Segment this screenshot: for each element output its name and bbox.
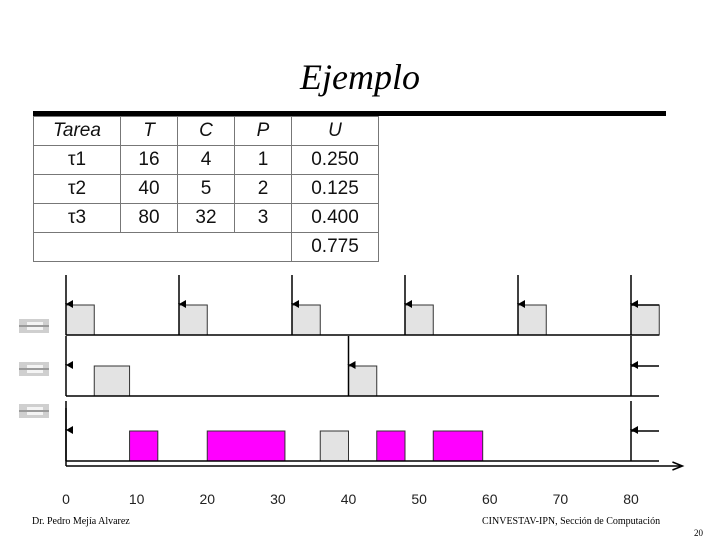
cell-utilization: 0.400 (291, 203, 379, 233)
execution-block (206, 430, 286, 462)
task-icon (19, 362, 49, 376)
tick-label: 70 (553, 491, 569, 507)
tick-label: 0 (62, 491, 70, 507)
task-icon (19, 404, 49, 418)
execution-block (178, 304, 208, 336)
header-p: P (234, 116, 292, 146)
execution-block (348, 365, 378, 397)
tick-label: 80 (623, 491, 639, 507)
tick-label: 60 (482, 491, 498, 507)
execution-block (630, 304, 660, 336)
execution-block (376, 430, 406, 462)
task-row-icons (19, 319, 49, 418)
cell-utilization: 0.250 (291, 145, 379, 175)
execution-block (129, 430, 159, 462)
execution-block (291, 304, 321, 336)
header-tarea: Tarea (33, 116, 121, 146)
tick-label: 40 (341, 491, 357, 507)
total-label-cell (33, 232, 292, 262)
table-total-row: 0.775 (33, 232, 379, 262)
tick-label: 10 (129, 491, 145, 507)
header-u: U (291, 116, 379, 146)
tick-label: 50 (411, 491, 427, 507)
footer-author: Dr. Pedro Mejía Alvarez (32, 516, 130, 527)
title-rule (33, 111, 666, 116)
time-axis-arrow (672, 461, 685, 471)
total-utilization: 0.775 (291, 232, 379, 262)
page-number: 20 (694, 528, 703, 538)
footer-institution: CINVESTAV-IPN, Sección de Computación (482, 516, 661, 527)
cell-priority: 3 (234, 203, 292, 233)
execution-block (65, 304, 95, 336)
tick-label: 20 (199, 491, 215, 507)
table-header-row: Tarea T C P U (33, 116, 379, 146)
slide-title: Ejemplo (300, 57, 420, 97)
cell-utilization: 0.125 (291, 174, 379, 204)
execution-block (432, 430, 484, 462)
execution-block (319, 430, 349, 462)
tick-label: 30 (270, 491, 286, 507)
cell-period: 40 (120, 174, 178, 204)
execution-block (93, 365, 131, 397)
execution-block (517, 304, 547, 336)
cell-task: τ1 (33, 145, 121, 175)
task-table: Tarea T C P U τ1 16 4 1 0.250 τ2 40 5 2 … (33, 116, 379, 262)
cell-cost: 32 (177, 203, 235, 233)
execution-block (404, 304, 434, 336)
task-icon (19, 319, 49, 333)
